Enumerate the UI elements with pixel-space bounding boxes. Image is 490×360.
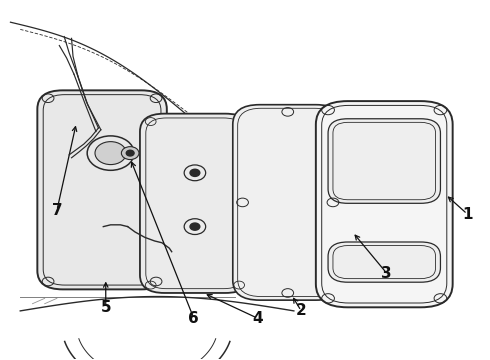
Circle shape [126,150,134,156]
Circle shape [190,169,200,176]
FancyBboxPatch shape [233,105,343,300]
FancyBboxPatch shape [328,242,441,282]
FancyBboxPatch shape [37,90,167,289]
Text: 5: 5 [100,300,111,315]
Circle shape [190,223,200,230]
Text: 3: 3 [381,266,392,281]
Circle shape [95,141,126,165]
Circle shape [122,147,139,159]
FancyBboxPatch shape [140,114,250,293]
Text: 4: 4 [252,311,263,325]
Text: 7: 7 [51,203,62,218]
FancyBboxPatch shape [316,101,453,307]
Text: 2: 2 [296,303,307,318]
Text: 6: 6 [188,311,199,325]
Text: 1: 1 [462,207,472,221]
FancyBboxPatch shape [328,119,441,203]
